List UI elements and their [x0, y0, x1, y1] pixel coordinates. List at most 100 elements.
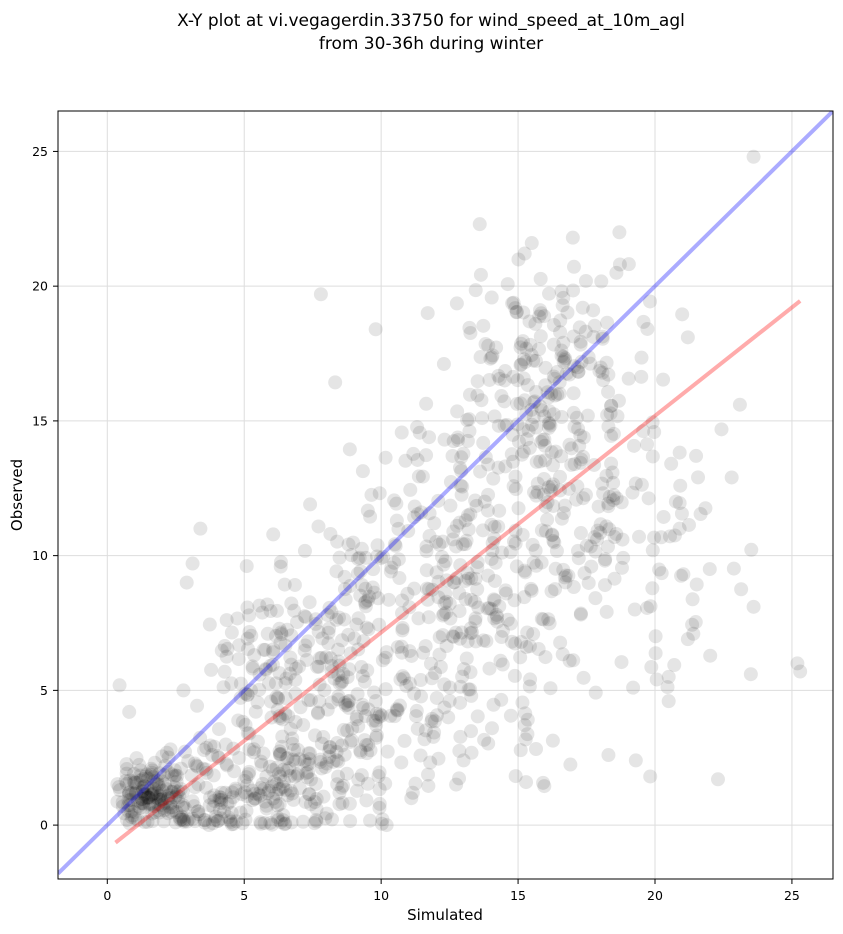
- data-point: [368, 322, 383, 337]
- data-point: [126, 774, 141, 789]
- data-point: [541, 480, 556, 495]
- data-point: [238, 686, 253, 701]
- data-point: [547, 371, 562, 386]
- data-point: [595, 329, 610, 344]
- data-point: [634, 350, 649, 365]
- data-point: [558, 568, 573, 583]
- data-point: [518, 732, 533, 747]
- data-point: [218, 785, 233, 800]
- data-point: [288, 754, 303, 769]
- data-point: [283, 768, 298, 783]
- data-point: [793, 664, 808, 679]
- data-point: [119, 757, 134, 772]
- data-point: [522, 639, 537, 654]
- data-point: [288, 686, 303, 701]
- data-point: [562, 437, 577, 452]
- data-point: [253, 816, 268, 831]
- data-point: [280, 788, 295, 803]
- data-point: [491, 418, 506, 433]
- data-point: [223, 813, 238, 828]
- data-point: [506, 295, 521, 310]
- data-point: [464, 745, 479, 760]
- data-point: [283, 721, 298, 736]
- data-point: [586, 329, 601, 344]
- data-point: [301, 693, 316, 708]
- data-point: [424, 711, 439, 726]
- data-point: [499, 586, 514, 601]
- data-point: [517, 393, 532, 408]
- data-point: [276, 808, 291, 823]
- data-point: [145, 814, 160, 829]
- data-point: [303, 772, 318, 787]
- data-point: [142, 790, 157, 805]
- data-point: [472, 217, 487, 232]
- data-point: [590, 523, 605, 538]
- data-point: [351, 642, 366, 657]
- data-point: [506, 534, 521, 549]
- data-point: [489, 607, 504, 622]
- data-point: [482, 661, 497, 676]
- data-point: [242, 764, 257, 779]
- data-point: [474, 393, 489, 408]
- data-point: [172, 810, 187, 825]
- data-point: [173, 781, 188, 796]
- data-point: [575, 300, 590, 315]
- data-point: [161, 750, 176, 765]
- data-point: [532, 342, 547, 357]
- data-point: [588, 544, 603, 559]
- data-point: [214, 790, 229, 805]
- data-point: [284, 657, 299, 672]
- data-point: [233, 690, 248, 705]
- data-point: [163, 796, 178, 811]
- data-point: [283, 783, 298, 798]
- data-point: [746, 599, 761, 614]
- data-point: [120, 812, 135, 827]
- data-point: [292, 781, 307, 796]
- data-point: [206, 768, 221, 783]
- data-point: [164, 767, 179, 782]
- data-point: [427, 725, 442, 740]
- data-point: [322, 600, 337, 615]
- data-point: [319, 756, 334, 771]
- data-point: [734, 582, 749, 597]
- data-point: [511, 434, 526, 449]
- data-point: [497, 373, 512, 388]
- data-point: [485, 348, 500, 363]
- data-point: [202, 617, 217, 632]
- data-point: [500, 277, 515, 292]
- data-point: [199, 765, 214, 780]
- data-point: [395, 620, 410, 635]
- data-point: [285, 786, 300, 801]
- data-point: [247, 786, 262, 801]
- data-point: [387, 537, 402, 552]
- scatter-points: [110, 149, 808, 833]
- data-point: [299, 766, 314, 781]
- data-point: [245, 783, 260, 798]
- data-point: [271, 813, 286, 828]
- data-point: [334, 633, 349, 648]
- data-point: [128, 786, 143, 801]
- data-point: [511, 252, 526, 267]
- data-point: [392, 698, 407, 713]
- data-point: [450, 433, 465, 448]
- data-point: [275, 729, 290, 744]
- data-point: [184, 768, 199, 783]
- data-point: [171, 784, 186, 799]
- data-point: [324, 659, 339, 674]
- data-point: [484, 602, 499, 617]
- data-point: [371, 709, 386, 724]
- data-point: [486, 592, 501, 607]
- y-tick-label: 10: [32, 548, 48, 563]
- data-point: [463, 665, 478, 680]
- data-point: [335, 796, 350, 811]
- data-point: [214, 811, 229, 826]
- data-point: [234, 787, 249, 802]
- data-point: [438, 586, 453, 601]
- data-point: [298, 638, 313, 653]
- data-point: [272, 709, 287, 724]
- data-point: [458, 592, 473, 607]
- data-point: [421, 610, 436, 625]
- data-point: [376, 549, 391, 564]
- data-point: [537, 409, 552, 424]
- data-point: [449, 571, 464, 586]
